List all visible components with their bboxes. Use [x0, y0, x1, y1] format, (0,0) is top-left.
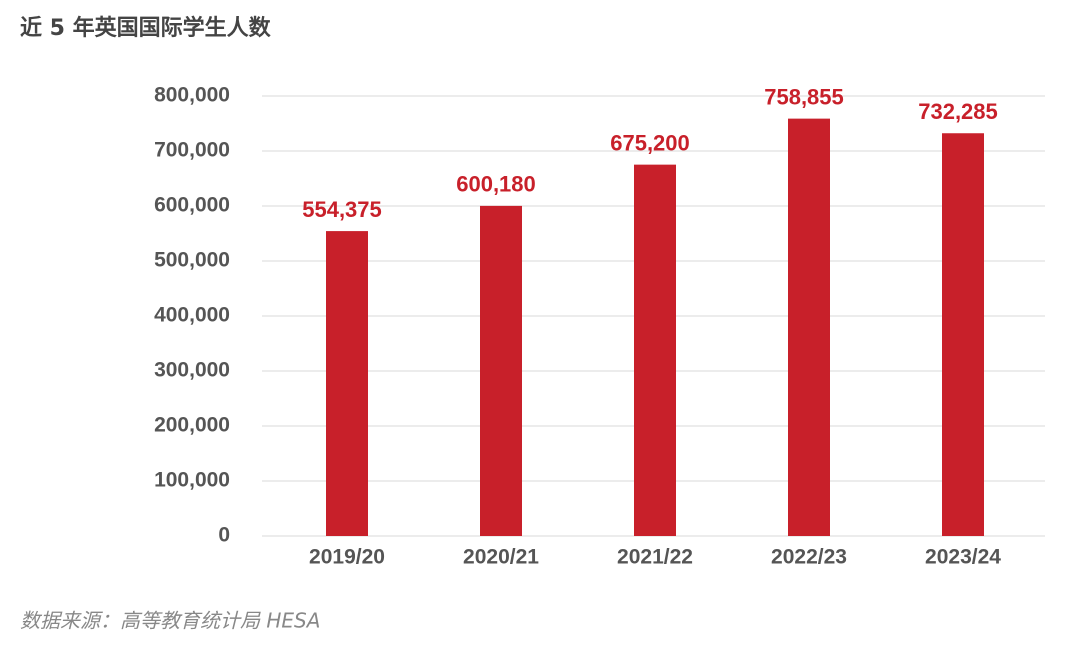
y-tick-label: 700,000 [154, 139, 230, 162]
value-label: 600,180 [456, 172, 536, 197]
y-tick-label: 300,000 [154, 359, 230, 382]
x-tick-label: 2021/22 [617, 546, 693, 569]
x-tick-label: 2022/23 [771, 546, 847, 569]
x-tick-label: 2019/20 [309, 546, 385, 569]
y-tick-label: 200,000 [154, 414, 230, 437]
y-tick-label: 400,000 [154, 304, 230, 327]
bar [480, 205, 522, 536]
source-note: 数据来源：高等教育统计局 HESA [20, 609, 320, 633]
value-label: 732,285 [918, 99, 998, 124]
x-tick-label: 2020/21 [463, 546, 539, 569]
y-tick-label: 800,000 [154, 84, 230, 107]
value-label: 554,375 [302, 197, 382, 222]
y-tick-label: 600,000 [154, 194, 230, 217]
y-tick-label: 0 [218, 524, 230, 547]
y-tick-label: 100,000 [154, 469, 230, 492]
bar [634, 164, 676, 536]
x-tick-label: 2023/24 [925, 546, 1001, 569]
value-label: 675,200 [610, 130, 690, 155]
bar [942, 133, 984, 536]
y-tick-label: 500,000 [154, 249, 230, 272]
value-label: 758,855 [764, 84, 844, 109]
bar [788, 118, 830, 536]
bar [326, 231, 368, 536]
chart-title: 近 5 年英国国际学生人数 [20, 15, 272, 41]
